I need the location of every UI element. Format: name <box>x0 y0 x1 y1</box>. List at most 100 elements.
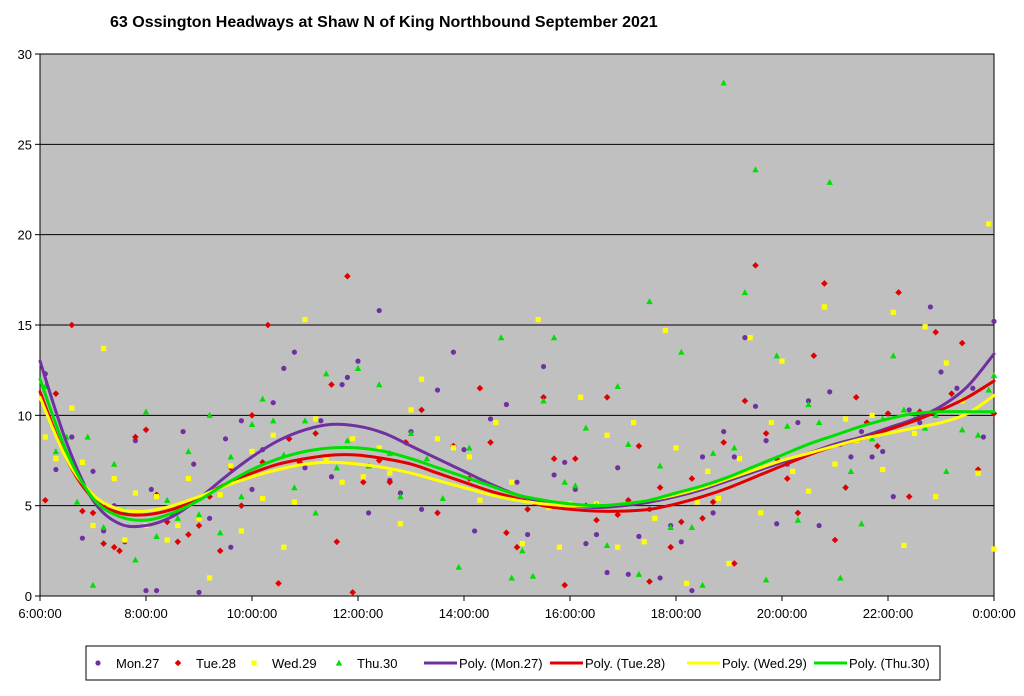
data-point <box>142 408 150 415</box>
data-point <box>238 528 244 534</box>
data-point <box>89 509 97 517</box>
data-point <box>419 376 425 382</box>
legend-label: Mon.27 <box>116 656 159 671</box>
data-point <box>805 401 812 408</box>
data-point <box>694 499 700 505</box>
data-point <box>684 580 690 586</box>
data-point <box>959 426 966 433</box>
data-point <box>132 438 138 444</box>
data-point <box>79 459 85 465</box>
legend-label: Poly. (Tue.28) <box>585 656 665 671</box>
data-point <box>487 439 494 446</box>
data-point <box>890 494 896 500</box>
data-point <box>154 587 160 594</box>
data-point <box>794 516 802 523</box>
data-point <box>419 506 425 512</box>
data-point <box>79 507 86 515</box>
data-point <box>921 424 929 431</box>
data-point <box>826 178 833 185</box>
data-point <box>678 348 685 355</box>
data-point <box>466 454 472 460</box>
data-point <box>476 384 484 392</box>
data-point <box>291 484 298 491</box>
data-point <box>248 412 256 419</box>
legend-label: Wed.29 <box>272 656 317 671</box>
data-point <box>323 456 329 462</box>
data-point <box>986 221 992 227</box>
legend-label: Poly. (Thu.30) <box>849 656 930 671</box>
legend-marker <box>174 659 182 667</box>
data-point <box>884 410 892 417</box>
data-point <box>69 405 75 411</box>
data-point <box>122 537 128 543</box>
data-point <box>561 478 568 485</box>
data-point <box>228 544 234 550</box>
data-point <box>132 433 139 441</box>
data-point <box>603 393 611 401</box>
data-point <box>731 444 738 451</box>
data-point <box>249 486 255 493</box>
data-point <box>821 280 828 287</box>
data-point <box>238 493 245 500</box>
data-point <box>895 289 902 296</box>
data-point <box>477 497 483 503</box>
data-point <box>132 556 139 563</box>
data-point <box>614 383 621 390</box>
data-point <box>487 416 494 422</box>
data-point <box>339 382 345 388</box>
data-point <box>779 358 785 364</box>
data-point <box>901 542 907 549</box>
data-point <box>509 479 515 485</box>
x-axis: 6:00:00 8:00:00 10:00:00 12:00:00 14:00:00 16… <box>18 596 1016 621</box>
data-point <box>328 381 335 388</box>
data-point <box>110 543 118 551</box>
data-point <box>42 496 49 504</box>
data-point <box>869 454 875 460</box>
data-point <box>217 492 223 498</box>
data-point <box>688 523 696 530</box>
data-point <box>318 418 324 424</box>
data-point <box>816 522 822 529</box>
data-point <box>922 324 928 330</box>
x-tick-label: 18:00:00 <box>651 606 702 621</box>
data-point <box>980 434 987 440</box>
data-point <box>540 393 547 401</box>
data-point <box>281 544 287 550</box>
data-point <box>503 529 510 537</box>
data-point <box>742 335 748 341</box>
x-tick-label: 22:00:00 <box>863 606 914 621</box>
data-point <box>556 544 562 550</box>
data-point <box>259 395 266 402</box>
data-point <box>312 430 319 437</box>
data-point <box>991 546 997 552</box>
data-point <box>927 304 934 310</box>
data-point <box>376 381 383 388</box>
data-point <box>260 495 266 502</box>
data-point <box>53 456 59 462</box>
data-point <box>185 475 191 482</box>
data-point <box>53 466 59 473</box>
series-wed-29 <box>42 221 997 586</box>
data-point <box>562 459 568 465</box>
data-point <box>582 424 590 431</box>
data-point <box>90 468 96 474</box>
data-point <box>68 321 76 329</box>
data-point <box>827 389 833 395</box>
data-point <box>699 515 706 522</box>
data-point <box>323 370 330 377</box>
data-point <box>455 563 462 570</box>
data-point <box>752 262 759 269</box>
data-point <box>519 547 526 554</box>
legend-box <box>85 645 941 681</box>
data-point <box>227 453 234 460</box>
data-point <box>604 569 610 576</box>
data-point <box>673 445 679 451</box>
data-point <box>217 529 224 536</box>
legend-label: Poly. (Wed.29) <box>722 656 807 671</box>
data-point <box>349 589 356 596</box>
data-point <box>111 475 117 482</box>
data-point <box>832 461 838 467</box>
data-point <box>73 498 81 505</box>
data-point <box>917 419 923 426</box>
data-point <box>784 475 791 482</box>
